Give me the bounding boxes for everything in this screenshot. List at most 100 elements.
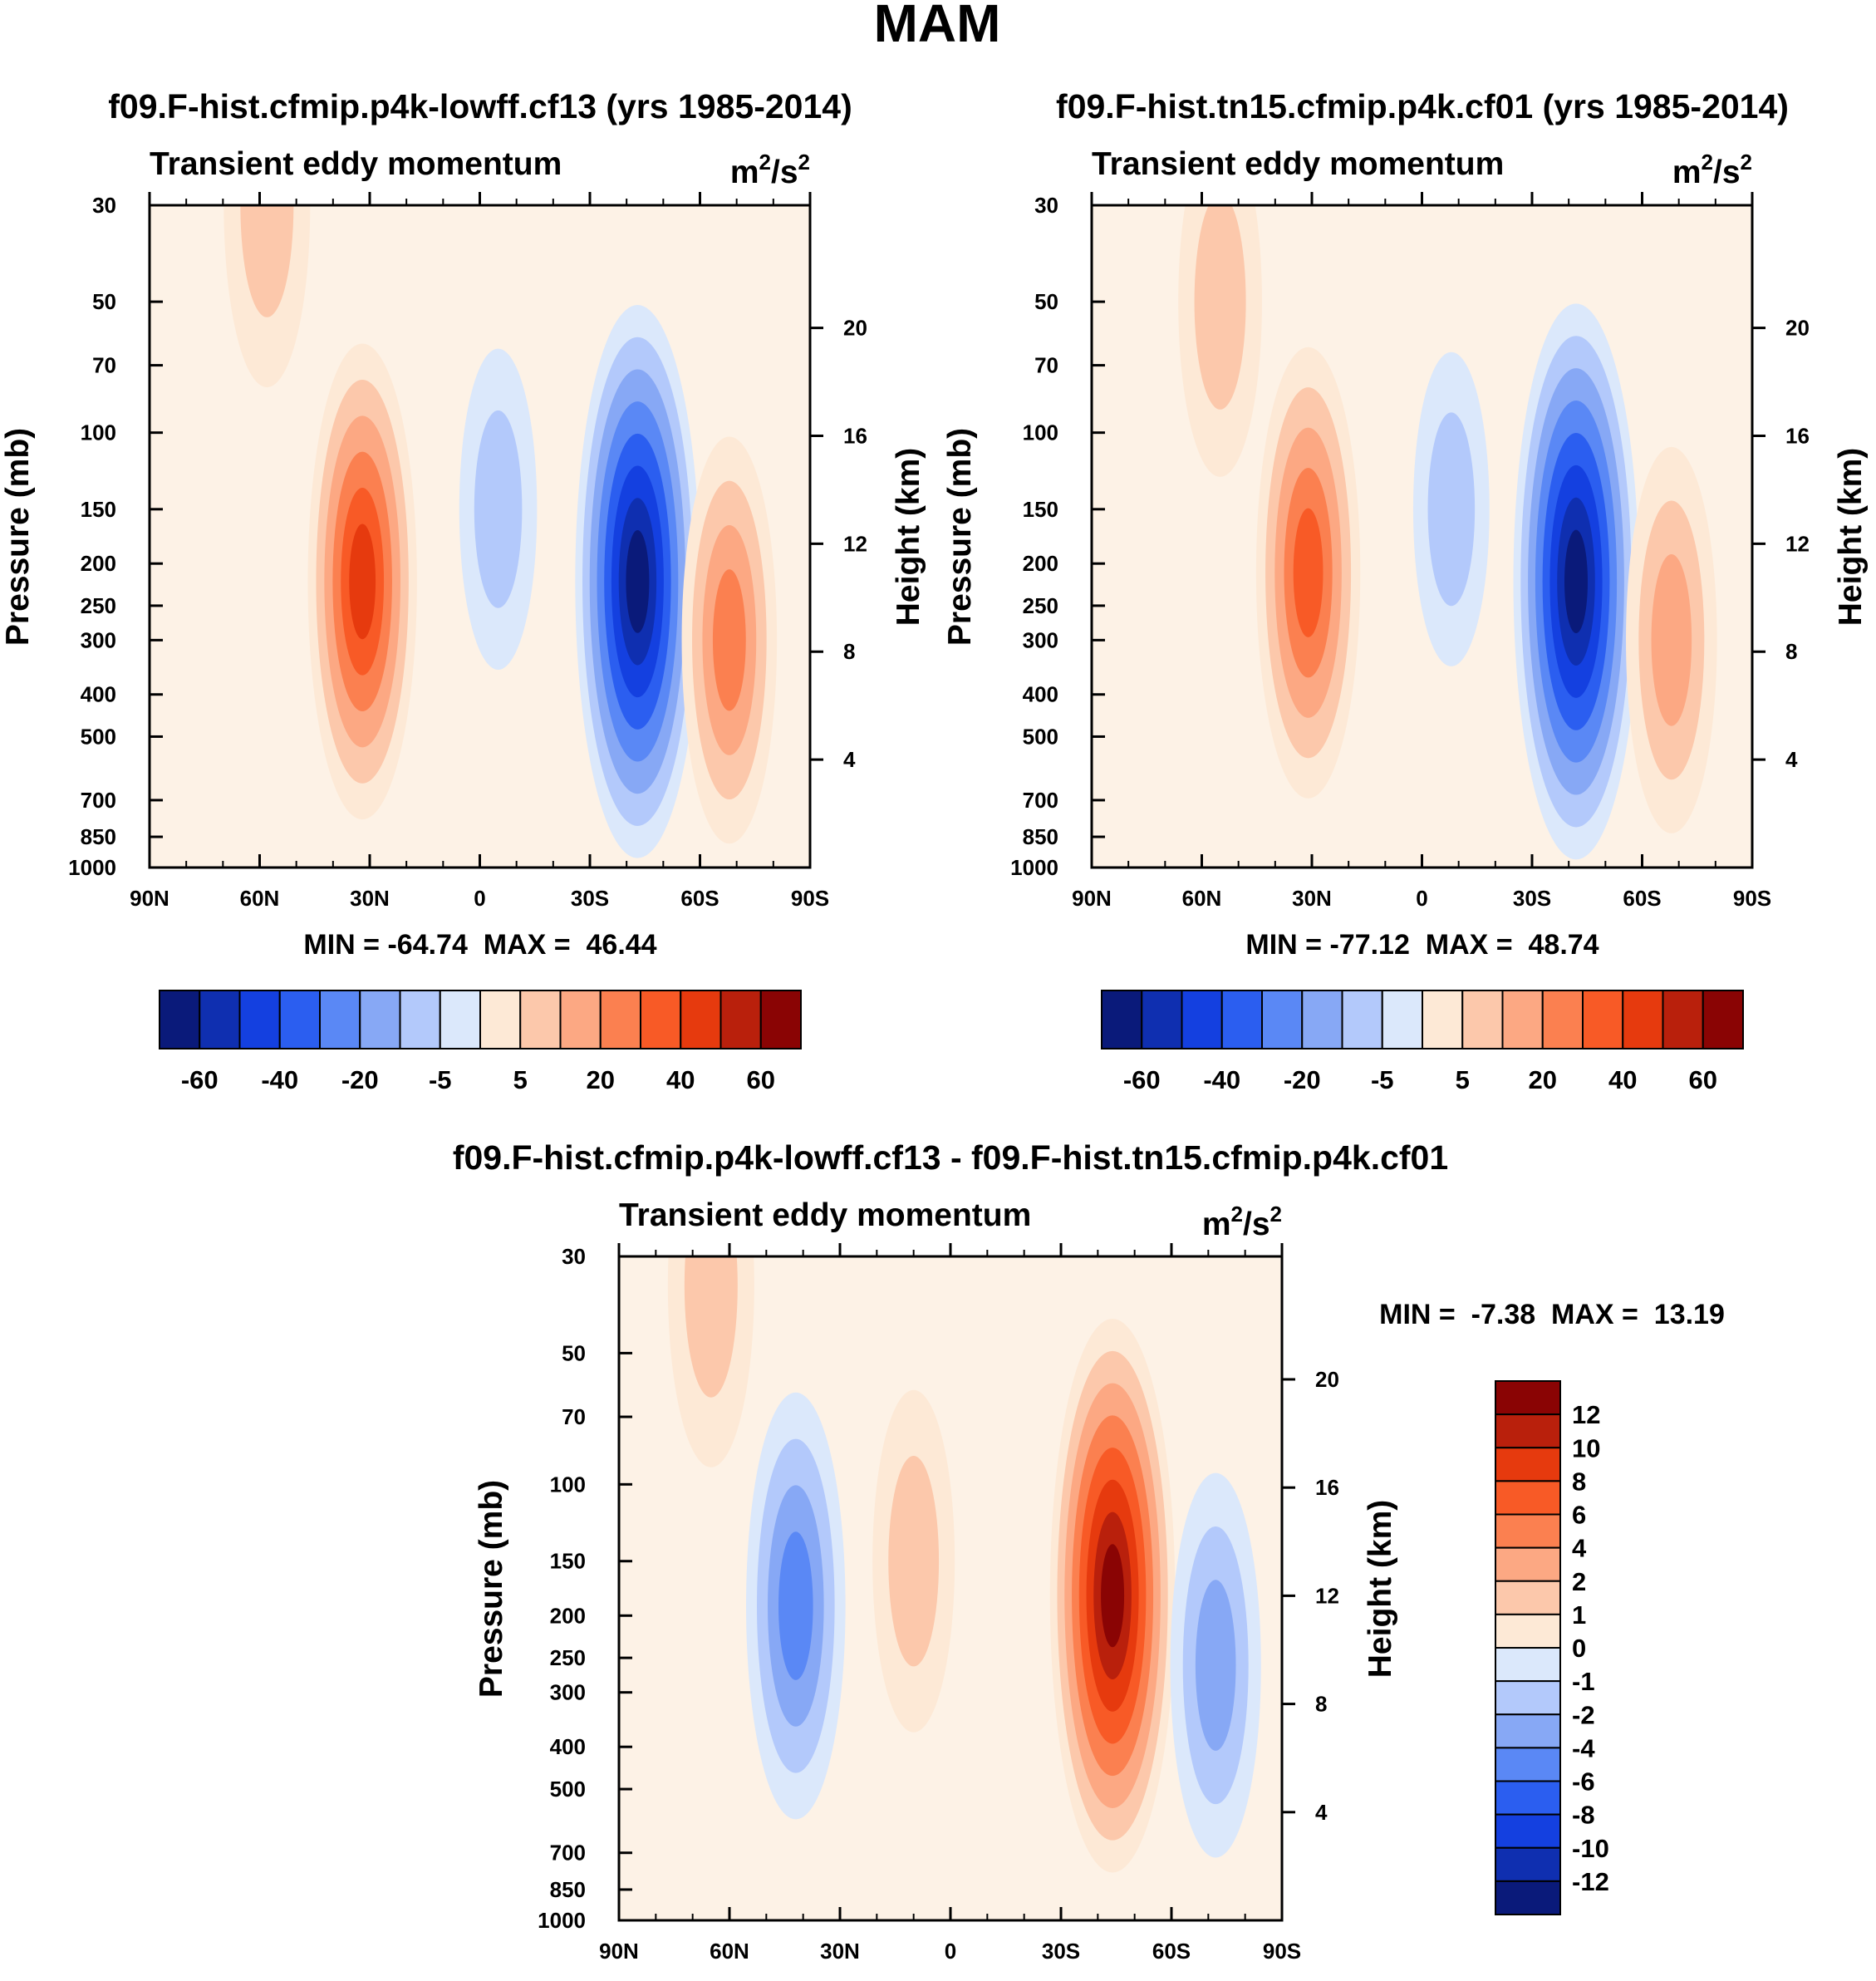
- x-tick-label: 90N: [130, 886, 169, 911]
- colorbar-label: 10: [1572, 1433, 1600, 1462]
- colorbar-swatch: [1381, 990, 1423, 1049]
- y-tick-label: 150: [81, 497, 116, 522]
- y-tick-label: 850: [550, 1877, 586, 1902]
- colorbar-label: -20: [1284, 1065, 1321, 1094]
- contour-feature: [575, 305, 700, 858]
- x-tick-label: 30S: [571, 886, 609, 911]
- y-tick-label: 300: [550, 1680, 586, 1705]
- colorbar-label: -1: [1572, 1667, 1595, 1696]
- y-right-tick-label: 16: [843, 423, 867, 448]
- panel-diff-title: f09.F-hist.cfmip.p4k-lowff.cf13 - f09.F-…: [453, 1138, 1448, 1177]
- y-tick-label: 250: [81, 593, 116, 618]
- colorbar-swatch: [359, 990, 401, 1049]
- contour-feature: [1626, 446, 1717, 833]
- y-tick-label: 50: [1034, 289, 1058, 314]
- panel-left-subtitle: Transient eddy momentum: [150, 146, 562, 182]
- y-tick-label: 70: [92, 353, 116, 378]
- colorbar-swatch: [1181, 990, 1223, 1049]
- colorbar-swatch: [1582, 990, 1624, 1049]
- panel-left-units: m2/s2: [730, 150, 810, 190]
- panel-diff-subtitle: Transient eddy momentum: [619, 1197, 1031, 1233]
- panel-left-colorbar: -60 -40 -20 -5 5 20 40 60: [159, 990, 802, 1094]
- colorbar-swatch: [1495, 1380, 1561, 1416]
- colorbar-label: 12: [1572, 1400, 1600, 1429]
- y-tick-label: 30: [92, 193, 116, 218]
- colorbar-swatch: [1541, 990, 1584, 1049]
- colorbar-label: -12: [1572, 1867, 1609, 1896]
- colorbar-swatch: [1495, 1880, 1561, 1915]
- y-right-tick-label: 20: [843, 316, 867, 341]
- y-tick-label: 500: [81, 724, 116, 749]
- colorbar-swatch: [1495, 1513, 1561, 1549]
- y-right-tick-label: 8: [1315, 1692, 1327, 1717]
- colorbar-label: 20: [587, 1065, 615, 1094]
- y-tick-label: 1000: [538, 1908, 586, 1933]
- y-right-tick-label: 12: [1315, 1583, 1339, 1608]
- y-tick-label: 400: [550, 1734, 586, 1759]
- panel-right: f09.F-hist.tn15.cfmip.p4k.cf01 (yrs 1985…: [942, 87, 1869, 1094]
- x-tick-label: 60S: [1623, 886, 1661, 911]
- y-tick-label: 100: [1023, 420, 1058, 445]
- contour-feature: [1412, 351, 1490, 666]
- colorbar-label: -8: [1572, 1801, 1595, 1830]
- colorbar-label: 5: [1456, 1065, 1470, 1094]
- colorbar-label: -40: [261, 1065, 298, 1094]
- colorbar-swatch: [1495, 1713, 1561, 1749]
- y-tick-label: 200: [1023, 551, 1058, 576]
- colorbar-swatch: [1261, 990, 1304, 1049]
- contour-feature: [667, 1256, 754, 1467]
- x-tick-label: 60N: [240, 886, 280, 911]
- contour-feature: [223, 205, 311, 388]
- colorbar-label: 40: [1608, 1065, 1637, 1094]
- colorbar-label: -5: [1371, 1065, 1394, 1094]
- colorbar-swatch: [599, 990, 641, 1049]
- colorbar-label: -60: [181, 1065, 219, 1094]
- figure-title: MAM: [874, 0, 1001, 53]
- x-tick-label: 30S: [1513, 886, 1551, 911]
- colorbar-swatch: [479, 990, 522, 1049]
- x-tick-label: 90N: [1072, 886, 1112, 911]
- colorbar-label: 60: [1689, 1065, 1717, 1094]
- contour-level-1-7: [1564, 529, 1588, 634]
- x-tick-label: 90S: [791, 886, 829, 911]
- colorbar-swatch: [1495, 1846, 1561, 1882]
- colorbar-label: 4: [1572, 1534, 1587, 1563]
- y-right-tick-label: 16: [1785, 423, 1810, 448]
- y-tick-label: 700: [81, 788, 116, 813]
- panel-right-title: f09.F-hist.tn15.cfmip.p4k.cf01 (yrs 1985…: [1056, 87, 1789, 125]
- contour-level-4-1: [474, 410, 523, 608]
- panel-diff-units: m2/s2: [1202, 1202, 1282, 1242]
- contour-level-4-1: [888, 1456, 940, 1667]
- panel-right-ylabel-right: Height (km): [1833, 448, 1869, 627]
- y-tick-label: 250: [1023, 593, 1058, 618]
- colorbar-label: -6: [1572, 1767, 1595, 1797]
- x-tick-label: 60N: [710, 1939, 749, 1964]
- colorbar-label: -40: [1203, 1065, 1240, 1094]
- colorbar-swatch: [519, 990, 562, 1049]
- colorbar-swatch: [1501, 990, 1544, 1049]
- contour-level-0-3: [778, 1531, 813, 1680]
- contour-level-0-5: [349, 524, 376, 640]
- colorbar-swatch: [1662, 990, 1704, 1049]
- colorbar-label: 1: [1572, 1600, 1586, 1630]
- y-right-tick-label: 8: [843, 639, 855, 664]
- panel-diff-ylabel-right: Height (km): [1363, 1500, 1398, 1679]
- contour-feature: [307, 343, 417, 820]
- y-right-tick-label: 8: [1785, 639, 1797, 664]
- colorbar-swatch: [1495, 1447, 1561, 1482]
- colorbar-swatch: [199, 990, 241, 1049]
- contour-level-2-2: [1651, 554, 1692, 726]
- colorbar-swatch: [1101, 990, 1143, 1049]
- x-tick-label: 90N: [599, 1939, 639, 1964]
- colorbar-swatch: [1301, 990, 1343, 1049]
- y-tick-label: 150: [1023, 497, 1058, 522]
- colorbar-swatch: [1495, 1580, 1561, 1615]
- contour-level-2-3: [712, 569, 746, 711]
- colorbar-label: -5: [429, 1065, 452, 1094]
- panel-left-minmax: MIN = -64.74 MAX = 46.44: [303, 929, 656, 961]
- panel-left-ylabel: Pressure (mb): [0, 428, 36, 646]
- y-tick-label: 500: [1023, 724, 1058, 749]
- y-tick-label: 70: [1034, 353, 1058, 378]
